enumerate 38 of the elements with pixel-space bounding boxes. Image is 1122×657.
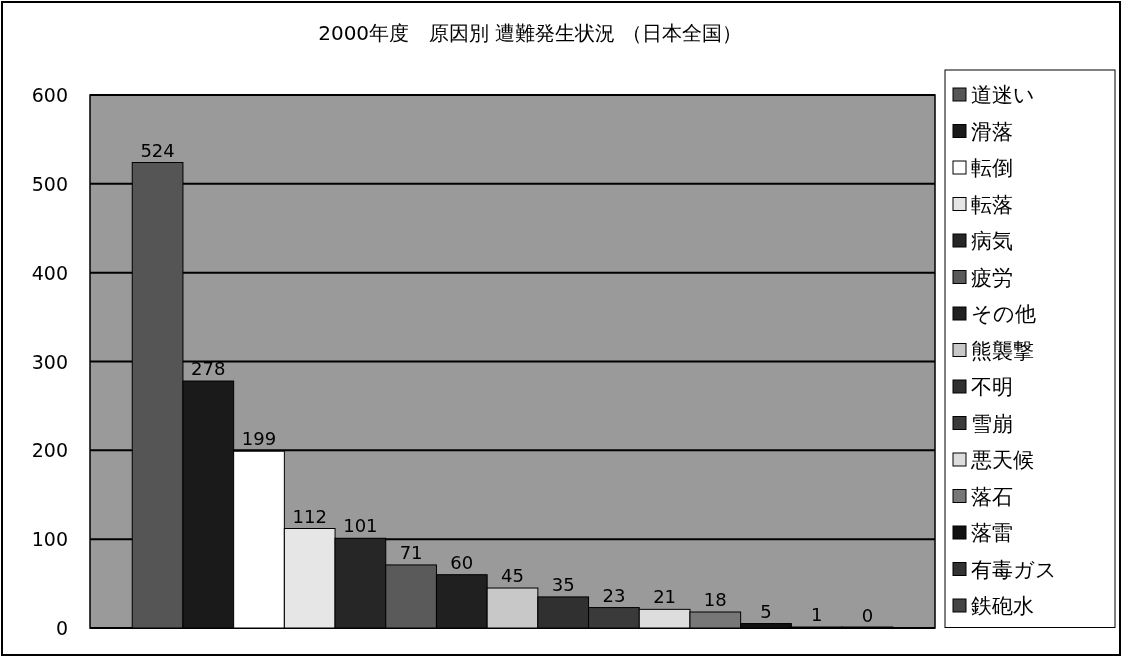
legend-label: 病気 <box>971 229 1013 253</box>
y-tick-label: 500 <box>31 172 68 195</box>
data-label: 18 <box>703 589 727 611</box>
legend-label: 鉄砲水 <box>971 594 1034 618</box>
data-label: 1 <box>810 604 823 626</box>
data-label: 21 <box>653 586 677 608</box>
data-label: 199 <box>241 428 277 450</box>
legend-label: 雪崩 <box>971 411 1013 436</box>
legend-label: 滑落 <box>971 119 1013 144</box>
legend-label: 熊襲撃 <box>971 338 1034 363</box>
data-label: 101 <box>343 515 378 537</box>
y-tick-label: 200 <box>31 439 68 462</box>
legend-label: 不明 <box>971 375 1013 399</box>
data-label: 0 <box>861 605 874 626</box>
legend-label: 悪天候 <box>970 448 1034 472</box>
chart-title: 2000年度 原因別 遭難発生状況 （日本全国） <box>318 21 742 45</box>
legend-label: 道迷い <box>971 83 1035 107</box>
legend-label: 落石 <box>971 484 1013 509</box>
y-tick-label: 300 <box>31 350 68 373</box>
y-tick-label: 0 <box>55 617 68 639</box>
data-label: 71 <box>399 541 423 563</box>
legend-label: 落雷 <box>971 521 1013 545</box>
legend-label: 転落 <box>971 192 1013 217</box>
y-tick-label: 100 <box>31 528 68 551</box>
legend-label: 有毒ガス <box>971 557 1057 582</box>
legend-label: 転倒 <box>971 156 1013 180</box>
data-label: 35 <box>551 573 575 595</box>
data-label: 278 <box>191 358 226 380</box>
data-label: 23 <box>602 584 626 606</box>
data-label: 112 <box>292 505 327 527</box>
data-label: 524 <box>140 139 175 161</box>
y-tick-label: 400 <box>31 261 68 284</box>
legend-label: 疲労 <box>971 265 1013 290</box>
y-tick-label: 600 <box>31 84 68 106</box>
data-label: 45 <box>501 565 524 587</box>
data-label: 60 <box>450 551 474 573</box>
data-label: 5 <box>760 600 772 622</box>
legend-label: その他 <box>971 302 1036 326</box>
